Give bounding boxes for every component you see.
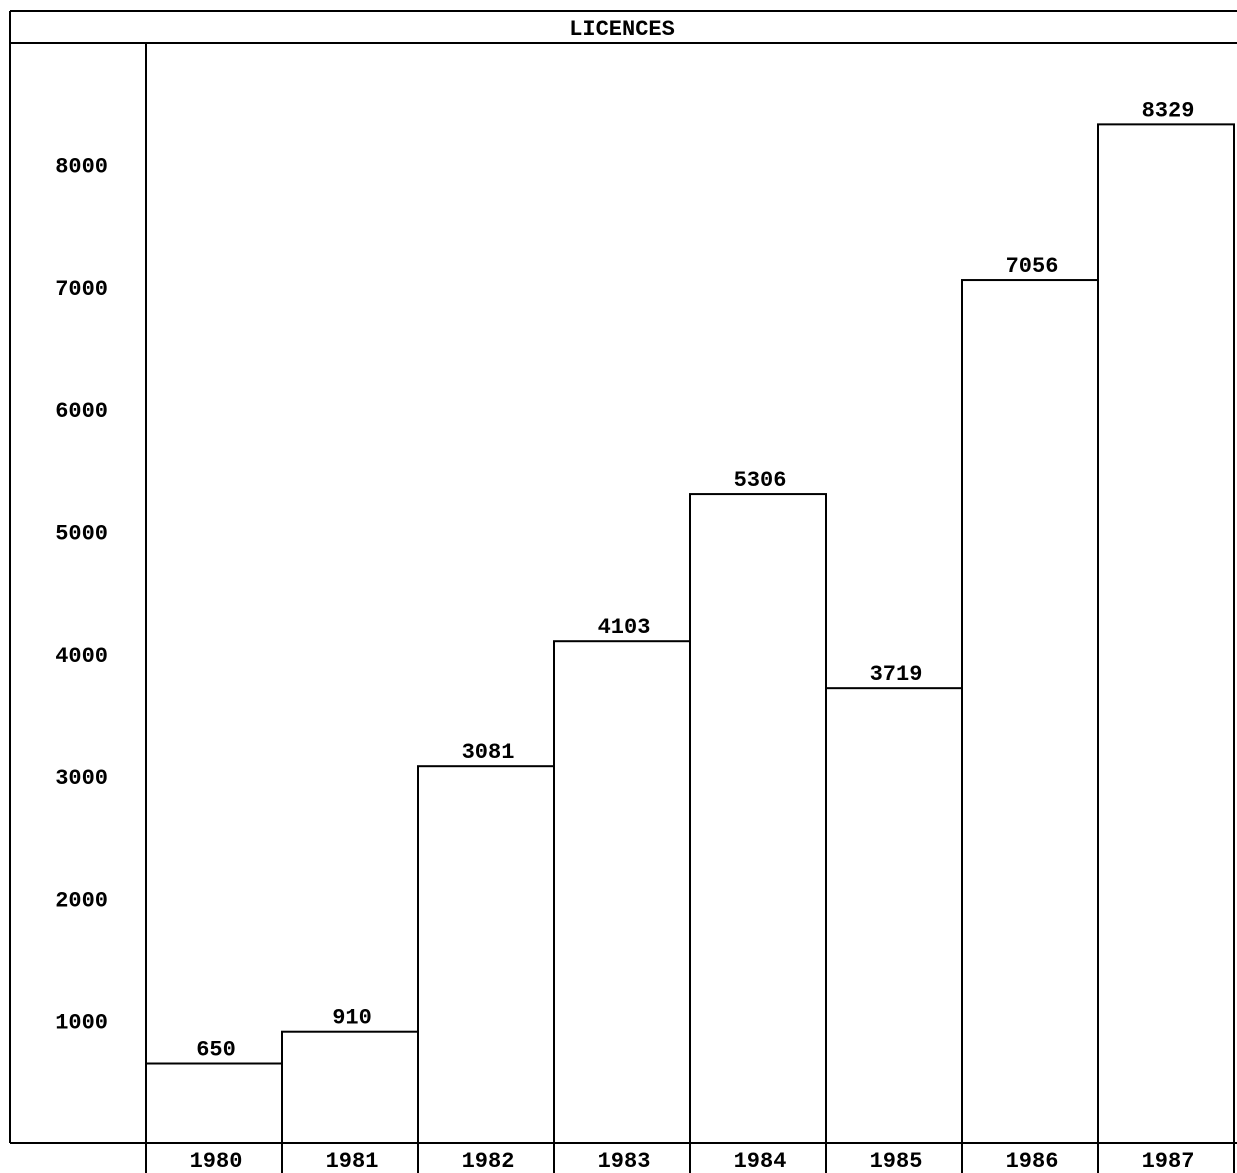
y-tick-label-8000: 8000 <box>55 155 108 180</box>
y-tick-label-6000: 6000 <box>55 399 108 424</box>
x-tick-label-1985: 1985 <box>870 1149 923 1173</box>
bar-1983 <box>553 640 691 1145</box>
x-tick-label-1986: 1986 <box>1006 1149 1059 1173</box>
bar-1980 <box>145 1062 283 1145</box>
value-label-1987: 8329 <box>1142 98 1195 123</box>
x-axis-tick-labels: 1980 1981 1982 1983 1984 1985 1986 1987 <box>190 1143 1235 1173</box>
y-tick-label-7000: 7000 <box>55 277 108 302</box>
value-label-1983: 4103 <box>598 615 651 640</box>
value-label-1980: 650 <box>196 1038 236 1063</box>
value-label-1985: 3719 <box>870 662 923 687</box>
y-tick-label-3000: 3000 <box>55 766 108 791</box>
y-tick-label-1000: 1000 <box>55 1011 108 1036</box>
x-tick-label-1980: 1980 <box>190 1149 243 1173</box>
x-tick-label-1981: 1981 <box>326 1149 379 1173</box>
y-tick-label-5000: 5000 <box>55 522 108 547</box>
value-label-1984: 5306 <box>734 468 787 493</box>
y-axis-tick-labels: 1000 2000 3000 4000 5000 6000 7000 8000 <box>55 155 108 1036</box>
bar-1986 <box>961 279 1099 1144</box>
bar-1985 <box>825 687 963 1145</box>
x-tick-label-1987: 1987 <box>1142 1149 1195 1173</box>
bar-1981 <box>281 1030 419 1145</box>
x-tick-label-1982: 1982 <box>462 1149 515 1173</box>
x-tick-label-1983: 1983 <box>598 1149 651 1173</box>
bar-1987 <box>1097 123 1235 1145</box>
bars-group <box>145 123 1235 1145</box>
bar-1982 <box>417 765 555 1145</box>
value-label-1982: 3081 <box>462 740 515 765</box>
x-tick-label-1984: 1984 <box>734 1149 787 1173</box>
bar-1984 <box>689 493 827 1145</box>
y-tick-label-2000: 2000 <box>55 888 108 913</box>
value-labels-group: 650 910 3081 4103 5306 3719 7056 8329 <box>196 98 1194 1062</box>
chart-title: LICENCES <box>569 17 675 42</box>
value-label-1986: 7056 <box>1006 254 1059 279</box>
value-label-1981: 910 <box>332 1006 372 1031</box>
y-tick-label-4000: 4000 <box>55 644 108 669</box>
